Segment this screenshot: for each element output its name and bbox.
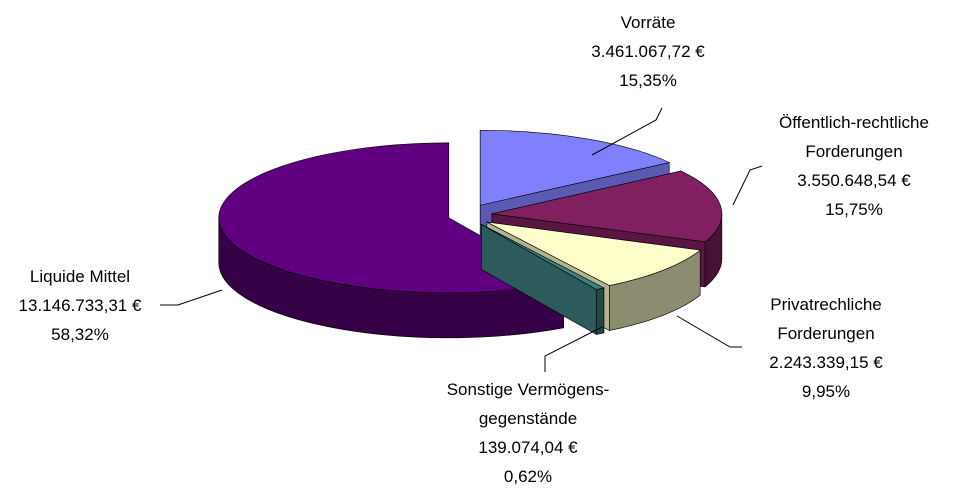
label-line: Öffentlich-rechtliche Forderungen: [779, 113, 929, 161]
slice: [491, 170, 723, 243]
slices: [218, 129, 723, 339]
data-label: Liquide Mittel 13.146.733,31 € 58,32%: [0, 262, 165, 349]
slice: [479, 129, 671, 206]
slice: [218, 142, 565, 294]
leader-line: [160, 289, 223, 306]
label-line: 15,35%: [619, 71, 677, 90]
data-label: Privatrechliche Forderungen 2.243.339,15 …: [741, 290, 911, 406]
slice: [486, 221, 701, 286]
data-label: Sonstige Vermögens-gegenstände 139.074,04…: [443, 375, 613, 488]
label-line: Vorräte: [620, 13, 676, 32]
leader-line: [591, 107, 663, 156]
label-line: 0,62%: [503, 467, 553, 486]
data-label: Vorräte 3.461.067,72 € 15,35%: [568, 8, 728, 95]
label-line: 58,32%: [51, 325, 109, 344]
label-line: 9,95%: [801, 382, 851, 401]
label-line: 139.074,04 €: [478, 438, 578, 457]
label-line: 3.550.648,54 €: [797, 171, 911, 190]
label-line: 15,75%: [825, 200, 883, 219]
slice: [481, 224, 605, 290]
leader-line: [676, 315, 742, 348]
label-line: 3.461.067,72 €: [591, 42, 705, 61]
leader-line: [544, 326, 603, 372]
label-line: Sonstige Vermögens-gegenstände: [446, 380, 610, 428]
leader-line: [732, 165, 763, 206]
slice-wall: [595, 287, 605, 335]
label-line: 2.243.339,15 €: [769, 353, 883, 372]
data-label: Öffentlich-rechtliche Forderungen 3.550.6…: [754, 108, 954, 224]
label-line: 13.146.733,31 €: [18, 296, 142, 315]
label-line: Liquide Mittel: [29, 267, 131, 286]
label-line: Privatrechliche Forderungen: [770, 295, 882, 343]
